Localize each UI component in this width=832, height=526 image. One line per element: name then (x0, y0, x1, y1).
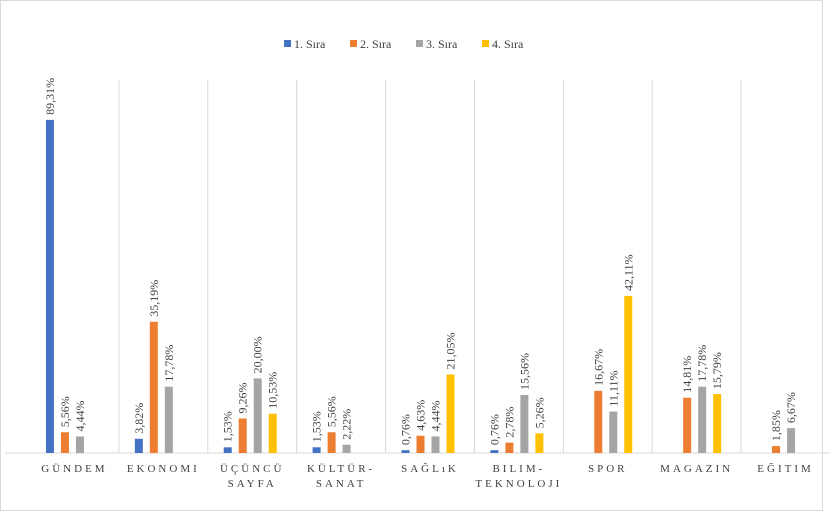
bar (505, 442, 514, 453)
bar (594, 390, 603, 453)
bar (772, 446, 781, 453)
data-label: 17,78% (695, 345, 709, 382)
data-label: 2,78% (502, 407, 516, 438)
data-label: 21,05% (444, 332, 458, 369)
data-label: 16,67% (591, 349, 605, 386)
data-label: 3,82% (132, 403, 146, 434)
legend-label: 3. Sıra (426, 37, 458, 51)
data-label: 42,11% (621, 254, 635, 291)
data-label: 15,79% (710, 352, 724, 389)
bar (134, 438, 143, 453)
bar (520, 394, 529, 453)
bar (149, 321, 158, 453)
data-label: 14,81% (680, 356, 694, 393)
x-tick-label: EKONOMI (126, 463, 200, 475)
bar (253, 378, 262, 453)
bar (327, 432, 336, 453)
legend-swatch (284, 40, 291, 47)
bar (223, 447, 232, 453)
bar (535, 433, 544, 453)
data-label: 15,56% (517, 353, 531, 390)
bar (416, 435, 425, 453)
bar (342, 444, 351, 453)
data-label: 1,53% (221, 411, 235, 442)
data-label: 5,56% (58, 396, 72, 427)
bar (624, 295, 633, 453)
x-tick-label: KÜLTÜR-SANAT (306, 463, 376, 490)
legend-label: 2. Sıra (360, 37, 392, 51)
data-label: 20,00% (251, 336, 265, 373)
data-label: 9,26% (236, 382, 250, 413)
x-tick-label: GÜNDEM (41, 463, 108, 475)
x-tick-label: EĞITIM (757, 463, 814, 475)
bar (431, 436, 440, 453)
bar (238, 418, 247, 453)
bar (312, 447, 321, 453)
bar (713, 394, 722, 453)
bar (75, 436, 84, 453)
bar (787, 428, 796, 453)
data-label: 10,53% (266, 372, 280, 409)
bar (401, 450, 410, 453)
data-label: 11,11% (606, 370, 620, 406)
data-label: 1,53% (310, 411, 324, 442)
bar (698, 386, 707, 453)
x-tick-label: SAĞLıK (401, 463, 459, 475)
bar (164, 386, 173, 453)
legend-label: 4. Sıra (492, 37, 524, 51)
data-label: 89,31% (43, 78, 57, 115)
legend-swatch (482, 40, 489, 47)
data-label: 35,19% (147, 280, 161, 317)
bar (60, 432, 69, 453)
data-label: 2,22% (340, 409, 354, 440)
data-label: 4,44% (73, 400, 87, 431)
data-label: 17,78% (162, 345, 176, 382)
data-label: 0,76% (399, 414, 413, 445)
x-tick-label: MAGAZIN (660, 463, 734, 475)
data-label: 0,76% (487, 414, 501, 445)
bar (490, 450, 499, 453)
legend-swatch (350, 40, 357, 47)
data-label: 1,85% (769, 410, 783, 441)
x-tick-label: BILIM-TEKNOLOJI (475, 463, 563, 490)
data-label: 6,67% (784, 392, 798, 423)
x-tick-label: ÜÇÜNCÜ SAYFA (219, 463, 285, 490)
bar (268, 413, 277, 453)
legend-swatch (416, 40, 423, 47)
bar (45, 119, 54, 453)
x-tick-label: SPOR (588, 463, 628, 475)
data-label: 4,44% (429, 400, 443, 431)
bar (446, 374, 455, 453)
bar (609, 411, 618, 453)
bar (683, 397, 692, 453)
data-label: 4,63% (414, 400, 428, 431)
data-label: 5,26% (532, 397, 546, 428)
legend-label: 1. Sıra (294, 37, 326, 51)
data-label: 5,56% (325, 396, 339, 427)
